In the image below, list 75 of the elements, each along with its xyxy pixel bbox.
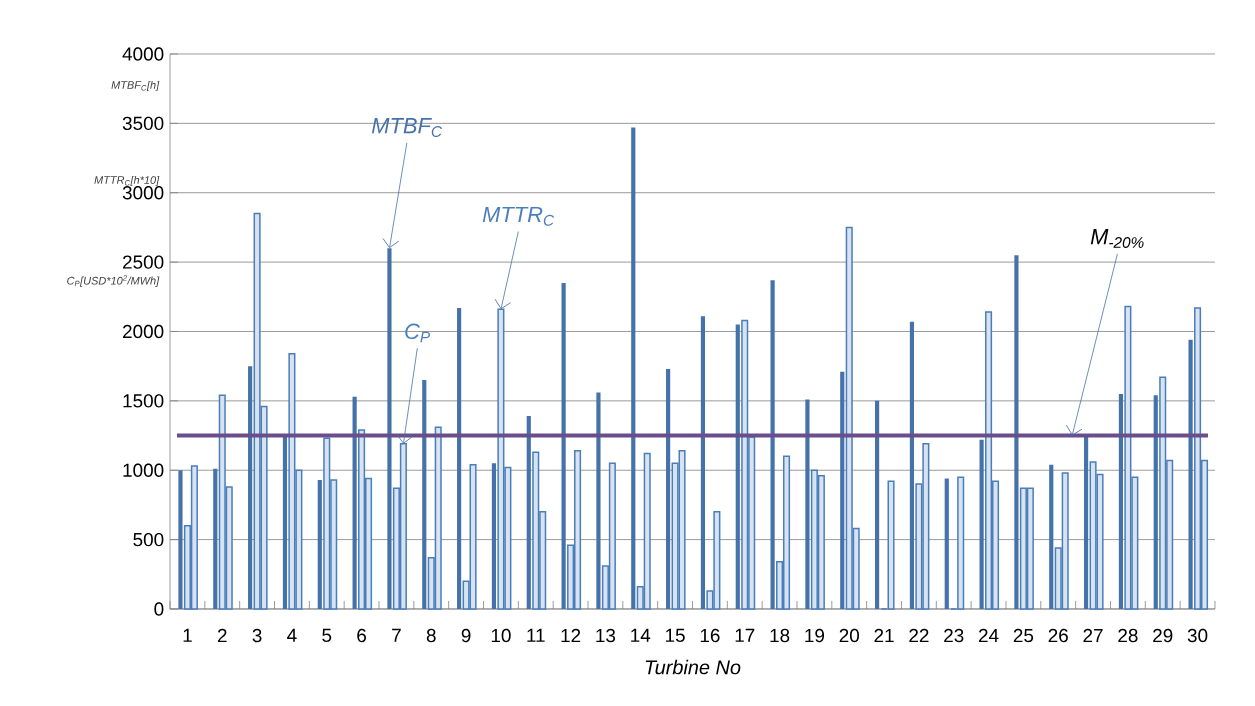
bar [1014,255,1019,609]
y-tick-label: 2000 [123,324,164,339]
bar [491,463,497,609]
text: MTBF$_{C}$[h] [111,80,160,92]
x-tick-label: 12 [561,628,581,643]
bar [317,479,322,609]
bar [840,371,845,609]
x-tick-label: 5 [322,628,332,643]
x-tick-label: 3 [252,628,262,643]
bar [875,400,880,609]
x-tick-label: 23 [944,628,964,643]
text: MTTR$_{C}$ [482,206,555,226]
x-tick-label: 7 [392,628,401,642]
x-tick-label: 2 [217,628,227,643]
x-tick-label: 4 [287,628,297,642]
text: MTTR$_{C}$[h*10] [94,175,160,187]
x-tick-label: 22 [909,628,929,643]
bar [1049,464,1054,609]
x-tick-label: 27 [1083,628,1103,643]
bar [944,478,949,609]
text: C$_{P}$[USD*10$^{2}$/MWh] [67,275,160,287]
x-tick-label: 21 [874,628,894,643]
y-tick-label: 1000 [123,463,164,477]
y-tick-label: 2500 [123,255,164,269]
x-tick-label: 13 [596,628,616,643]
x-tick-label: 10 [491,628,511,643]
bar [457,307,462,609]
x-tick-label: 8 [426,628,436,643]
bar [248,366,253,609]
bar [909,321,915,609]
bar [631,127,636,609]
y-tick-label: 3500 [122,116,164,131]
bar [561,282,566,609]
x-tick-label: 26 [1048,628,1068,643]
x-tick-label: 25 [1013,628,1034,643]
x-tick-label: 15 [665,628,685,643]
x-tick-label: 30 [1187,628,1208,643]
bar [1118,393,1124,609]
bar [735,324,740,609]
x-tick-label: 18 [770,628,790,643]
bar [1188,339,1193,609]
x-tick-label: 16 [700,628,720,643]
bar [282,435,288,609]
x-tick-label: 9 [461,628,471,643]
bar [666,368,671,609]
bar [422,380,427,609]
y-tick-label: 0 [154,602,164,616]
bar [526,416,531,609]
y-tick-label: 3000 [122,186,164,200]
bar [979,439,984,609]
bar [700,316,706,609]
x-tick-label: 20 [839,628,860,643]
bar [770,280,775,609]
text: MTBF$_{C}$ [371,118,443,137]
bar [213,468,218,609]
x-tick-label: 24 [978,628,999,643]
x-tick-label: 28 [1118,628,1138,643]
x-tick-label: 6 [357,628,367,643]
y-tick-label: 500 [133,532,164,547]
bar [1153,395,1158,609]
x-tick-label: 11 [527,628,545,642]
y-tick-label: 4000 [122,47,164,61]
ref-line-label: M$_{-20%}$ [1090,229,1144,248]
bar [178,470,183,609]
bar [352,396,357,609]
y-tick-label: 1500 [123,394,164,408]
text: C$_{P}$ [405,323,431,343]
bar [596,392,601,609]
x-tick-label: 17 [735,628,755,642]
x-tick-label: 19 [805,628,825,643]
x-tick-label: 29 [1153,628,1173,643]
x-axis-title: Turbine No [645,659,741,675]
x-tick-label: 14 [631,628,651,642]
x-tick-label: 1 [183,628,192,642]
bar [805,399,810,609]
